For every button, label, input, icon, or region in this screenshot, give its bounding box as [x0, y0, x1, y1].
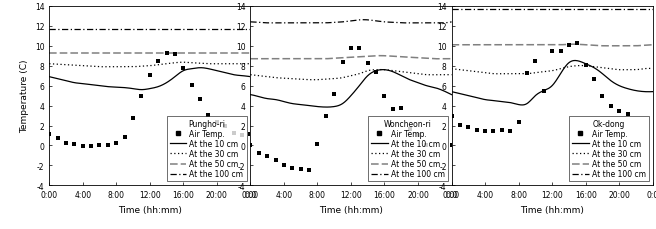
- Point: [69, 143, 79, 147]
- Point: [446, 114, 457, 118]
- Point: [153, 60, 163, 63]
- Point: [530, 60, 541, 63]
- Point: [228, 132, 239, 136]
- Point: [203, 113, 214, 117]
- Point: [388, 107, 398, 111]
- Point: [195, 97, 205, 101]
- X-axis label: Time (hh:mm): Time (hh:mm): [118, 205, 182, 214]
- Point: [371, 71, 381, 74]
- Point: [505, 130, 516, 134]
- Point: [446, 144, 457, 148]
- Point: [287, 167, 298, 170]
- Point: [346, 47, 356, 50]
- Point: [270, 159, 281, 163]
- Point: [119, 136, 130, 140]
- Point: [111, 142, 121, 146]
- Point: [539, 89, 549, 93]
- Point: [295, 168, 306, 172]
- Point: [404, 128, 415, 132]
- Point: [312, 143, 323, 147]
- Point: [472, 129, 482, 133]
- Point: [497, 129, 507, 133]
- Point: [212, 120, 222, 124]
- Point: [128, 116, 138, 120]
- Point: [555, 50, 565, 53]
- Point: [421, 144, 432, 148]
- Point: [488, 130, 499, 134]
- Point: [379, 94, 390, 98]
- Legend: Air Temp., At the 10 cm, At the 30 cm, At the 50 cm, At the 100 cm: Air Temp., At the 10 cm, At the 30 cm, A…: [167, 116, 247, 182]
- Y-axis label: Temperature (C): Temperature (C): [20, 60, 29, 133]
- Point: [413, 134, 423, 138]
- Point: [245, 133, 256, 137]
- X-axis label: Time (hh:mm): Time (hh:mm): [319, 205, 383, 214]
- Point: [463, 126, 474, 130]
- Point: [605, 104, 616, 108]
- Point: [61, 142, 72, 146]
- Point: [455, 123, 465, 127]
- Point: [220, 125, 230, 129]
- Point: [337, 61, 348, 64]
- Point: [321, 114, 331, 118]
- Point: [480, 130, 490, 134]
- Point: [279, 164, 289, 167]
- Point: [262, 155, 272, 158]
- Point: [614, 109, 625, 113]
- Point: [161, 52, 172, 55]
- Point: [245, 144, 256, 148]
- Point: [329, 92, 339, 96]
- Point: [304, 169, 314, 172]
- Point: [547, 50, 558, 53]
- Point: [237, 134, 247, 138]
- Point: [52, 137, 63, 141]
- Point: [514, 120, 524, 124]
- Point: [44, 133, 54, 137]
- Point: [102, 144, 113, 148]
- Legend: Air Temp., At the 10 cm, At the 30 cm, At the 50 cm, At the 100 cm: Air Temp., At the 10 cm, At the 30 cm, A…: [368, 116, 448, 182]
- Point: [354, 47, 365, 50]
- Point: [623, 112, 633, 116]
- Point: [581, 64, 591, 67]
- Point: [363, 62, 373, 65]
- Point: [144, 74, 155, 77]
- Point: [522, 71, 532, 75]
- Point: [94, 144, 105, 148]
- Point: [77, 145, 88, 149]
- Point: [253, 152, 264, 155]
- X-axis label: Time (hh:mm): Time (hh:mm): [520, 205, 584, 214]
- Point: [186, 83, 197, 87]
- Point: [597, 94, 607, 98]
- Point: [564, 44, 574, 47]
- Legend: Air Temp., At the 10 cm, At the 30 cm, At the 50 cm, At the 100 cm: Air Temp., At the 10 cm, At the 30 cm, A…: [569, 116, 649, 182]
- Point: [589, 77, 600, 81]
- Point: [396, 106, 407, 110]
- Point: [178, 67, 188, 70]
- Point: [170, 53, 180, 56]
- Point: [86, 145, 96, 149]
- Point: [136, 94, 147, 98]
- Point: [572, 42, 583, 45]
